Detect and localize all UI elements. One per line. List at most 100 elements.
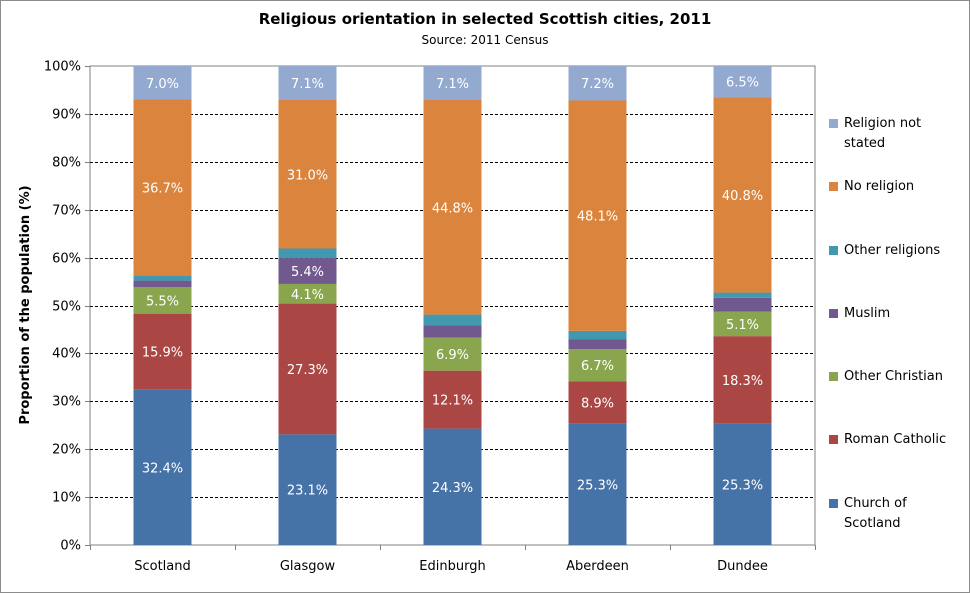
data-label: 40.8%: [722, 189, 763, 204]
bars: 32.4% 15.9% 5.5% 36.7% 7.0% 23.1% 27.3% 4.1% 5.4…: [133, 66, 772, 545]
legend-swatch: [829, 499, 838, 508]
legend-swatch: [829, 372, 838, 381]
bar-church-of-scotland: [423, 428, 482, 545]
y-tick-label: 90%: [52, 108, 81, 123]
bar-church-of-scotland: [278, 434, 337, 545]
data-label: 7.0%: [146, 77, 179, 92]
data-label: 24.3%: [432, 481, 473, 496]
data-label: 31.0%: [287, 168, 328, 183]
data-label: 7.2%: [581, 77, 614, 92]
data-label: 5.4%: [291, 265, 324, 280]
legend-label: Other Christian: [844, 369, 944, 384]
data-label: 7.1%: [291, 77, 324, 92]
legend-label: Muslim: [844, 306, 891, 321]
bar-religion-not-stated: [278, 66, 337, 101]
bar-muslim: [278, 258, 337, 284]
legend-label: Other religions: [844, 243, 941, 258]
bar-roman-catholic: [713, 336, 772, 424]
bar-other-religions: [278, 248, 337, 259]
bar-stack-dundee: 25.3% 18.3% 5.1% 40.8% 6.5%: [713, 66, 772, 545]
bar-other-religions: [713, 292, 772, 298]
x-tick-label: Aberdeen: [566, 559, 629, 574]
legend-swatch: [829, 182, 838, 191]
bar-roman-catholic: [278, 303, 337, 435]
data-label: 15.9%: [142, 346, 183, 361]
x-tick-label: Glasgow: [280, 559, 336, 574]
legend-label: Church of Scotland: [844, 496, 907, 531]
y-tick-label: 40%: [52, 347, 81, 362]
bar-roman-catholic: [133, 313, 192, 390]
y-tick-label: 30%: [52, 395, 81, 410]
legend-swatch: [829, 309, 838, 318]
y-tick-label: 70%: [52, 204, 81, 219]
data-label: 48.1%: [577, 210, 618, 225]
bar-religion-not-stated: [713, 66, 772, 98]
y-tick-label: 20%: [52, 443, 81, 458]
data-label: 8.9%: [581, 396, 614, 411]
bar-religion-not-stated: [423, 66, 482, 101]
legend-swatch: [829, 435, 838, 444]
legend-label: Religion not stated: [844, 116, 922, 151]
bar-muslim: [568, 339, 627, 350]
legend-swatch: [829, 119, 838, 128]
legend-label: Roman Catholic: [844, 432, 947, 447]
bar-roman-catholic: [568, 381, 627, 424]
legend-swatch: [829, 246, 838, 255]
axes: 0% 10% 20% 30% 40% 50% 60% 70% 80% 90% 100% Scotlan…: [44, 60, 816, 574]
bar-stack-glasgow: 23.1% 27.3% 4.1% 5.4% 31.0% 7.1%: [278, 66, 337, 545]
data-label: 18.3%: [722, 374, 763, 389]
y-tick-label: 10%: [52, 491, 81, 506]
data-label: 25.3%: [577, 478, 618, 493]
y-tick-label: 50%: [52, 300, 81, 315]
bar-other-christian: [133, 287, 192, 314]
bar-muslim: [423, 325, 482, 338]
y-tick-label: 0%: [60, 539, 81, 554]
bar-stack-edinburgh: 24.3% 12.1% 6.9% 44.8% 7.1%: [423, 66, 482, 545]
bar-religion-not-stated: [133, 66, 192, 100]
bar-stack-aberdeen: 25.3% 8.9% 6.7% 48.1% 7.2%: [568, 66, 627, 545]
bar-other-religions: [423, 314, 482, 326]
data-label: 23.1%: [287, 484, 328, 499]
data-label: 27.3%: [287, 363, 328, 378]
data-label: 6.9%: [436, 348, 469, 363]
x-tick-label: Edinburgh: [419, 559, 485, 574]
bar-other-christian: [568, 349, 627, 382]
y-tick-label: 80%: [52, 156, 81, 171]
bar-no-religion: [423, 100, 482, 315]
bar-church-of-scotland: [568, 423, 627, 545]
x-tick-label: Dundee: [717, 559, 768, 574]
data-label: 5.1%: [726, 318, 759, 333]
bar-no-religion: [278, 100, 337, 249]
y-axis-label: Proportion of the population (%): [18, 185, 33, 424]
data-label: 44.8%: [432, 201, 473, 216]
bar-church-of-scotland: [713, 423, 772, 545]
chart-subtitle: Source: 2011 Census: [421, 33, 549, 47]
bar-no-religion: [568, 100, 627, 331]
bar-muslim: [133, 280, 192, 288]
bar-other-religions: [133, 275, 192, 281]
chart-title: Religious orientation in selected Scotti…: [258, 10, 712, 28]
bar-other-christian: [713, 311, 772, 337]
bar-muslim: [713, 297, 772, 312]
bar-religion-not-stated: [568, 66, 627, 101]
x-tick-label: Scotland: [134, 559, 191, 574]
bar-other-christian: [278, 283, 337, 304]
data-label: 12.1%: [432, 394, 473, 409]
data-label: 36.7%: [142, 181, 183, 196]
data-label: 6.5%: [726, 76, 759, 91]
bar-roman-catholic: [423, 370, 482, 429]
data-label: 6.7%: [581, 359, 614, 374]
bar-no-religion: [713, 97, 772, 293]
bar-no-religion: [133, 99, 192, 276]
data-label: 32.4%: [142, 461, 183, 476]
data-label: 7.1%: [436, 77, 469, 92]
y-tick-label: 60%: [52, 252, 81, 267]
legend-label: No religion: [844, 179, 915, 194]
bar-other-christian: [423, 337, 482, 371]
data-label: 4.1%: [291, 288, 324, 303]
bar-church-of-scotland: [133, 389, 192, 545]
y-tick-label: 100%: [44, 60, 81, 75]
data-label: 5.5%: [146, 294, 179, 309]
data-label: 25.3%: [722, 478, 763, 493]
